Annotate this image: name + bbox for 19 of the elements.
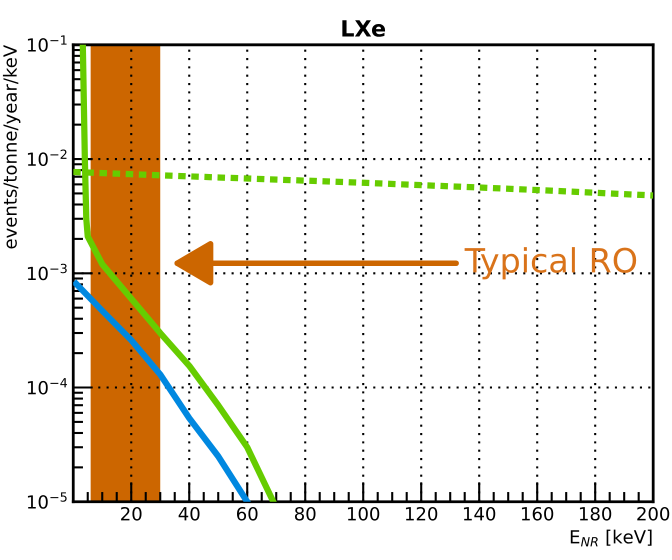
x-tick-label: 20 xyxy=(121,506,142,521)
x-tick-label: 80 xyxy=(294,506,316,521)
y-tick-label: 10$^{−4}$ xyxy=(28,378,68,395)
x-tick-label: 140 xyxy=(464,506,496,521)
annotation: Typical RO xyxy=(464,247,636,280)
x-tick-label: 40 xyxy=(178,506,200,521)
chart-title: LXe xyxy=(342,20,386,37)
y-tick-label: 10$^{−3}$ xyxy=(28,264,67,280)
x-tick-label: 100 xyxy=(348,506,380,521)
x-tick-label: 120 xyxy=(406,506,438,521)
y-tick-label: 10$^{−1}$ xyxy=(28,35,67,52)
x-tick-label: 60 xyxy=(237,506,258,521)
y-axis-title: events/tonne/year/keV xyxy=(2,44,20,249)
y-tick-label: 10$^{−5}$ xyxy=(28,492,67,509)
x-tick-label: 160 xyxy=(522,506,554,521)
x-tick-label: 200 xyxy=(637,506,670,521)
x-tick-label: 180 xyxy=(580,506,612,521)
y-tick-label: 10$^{−2}$ xyxy=(28,149,66,166)
x-axis-title: E$_{NR}$ [keV] xyxy=(570,530,652,546)
